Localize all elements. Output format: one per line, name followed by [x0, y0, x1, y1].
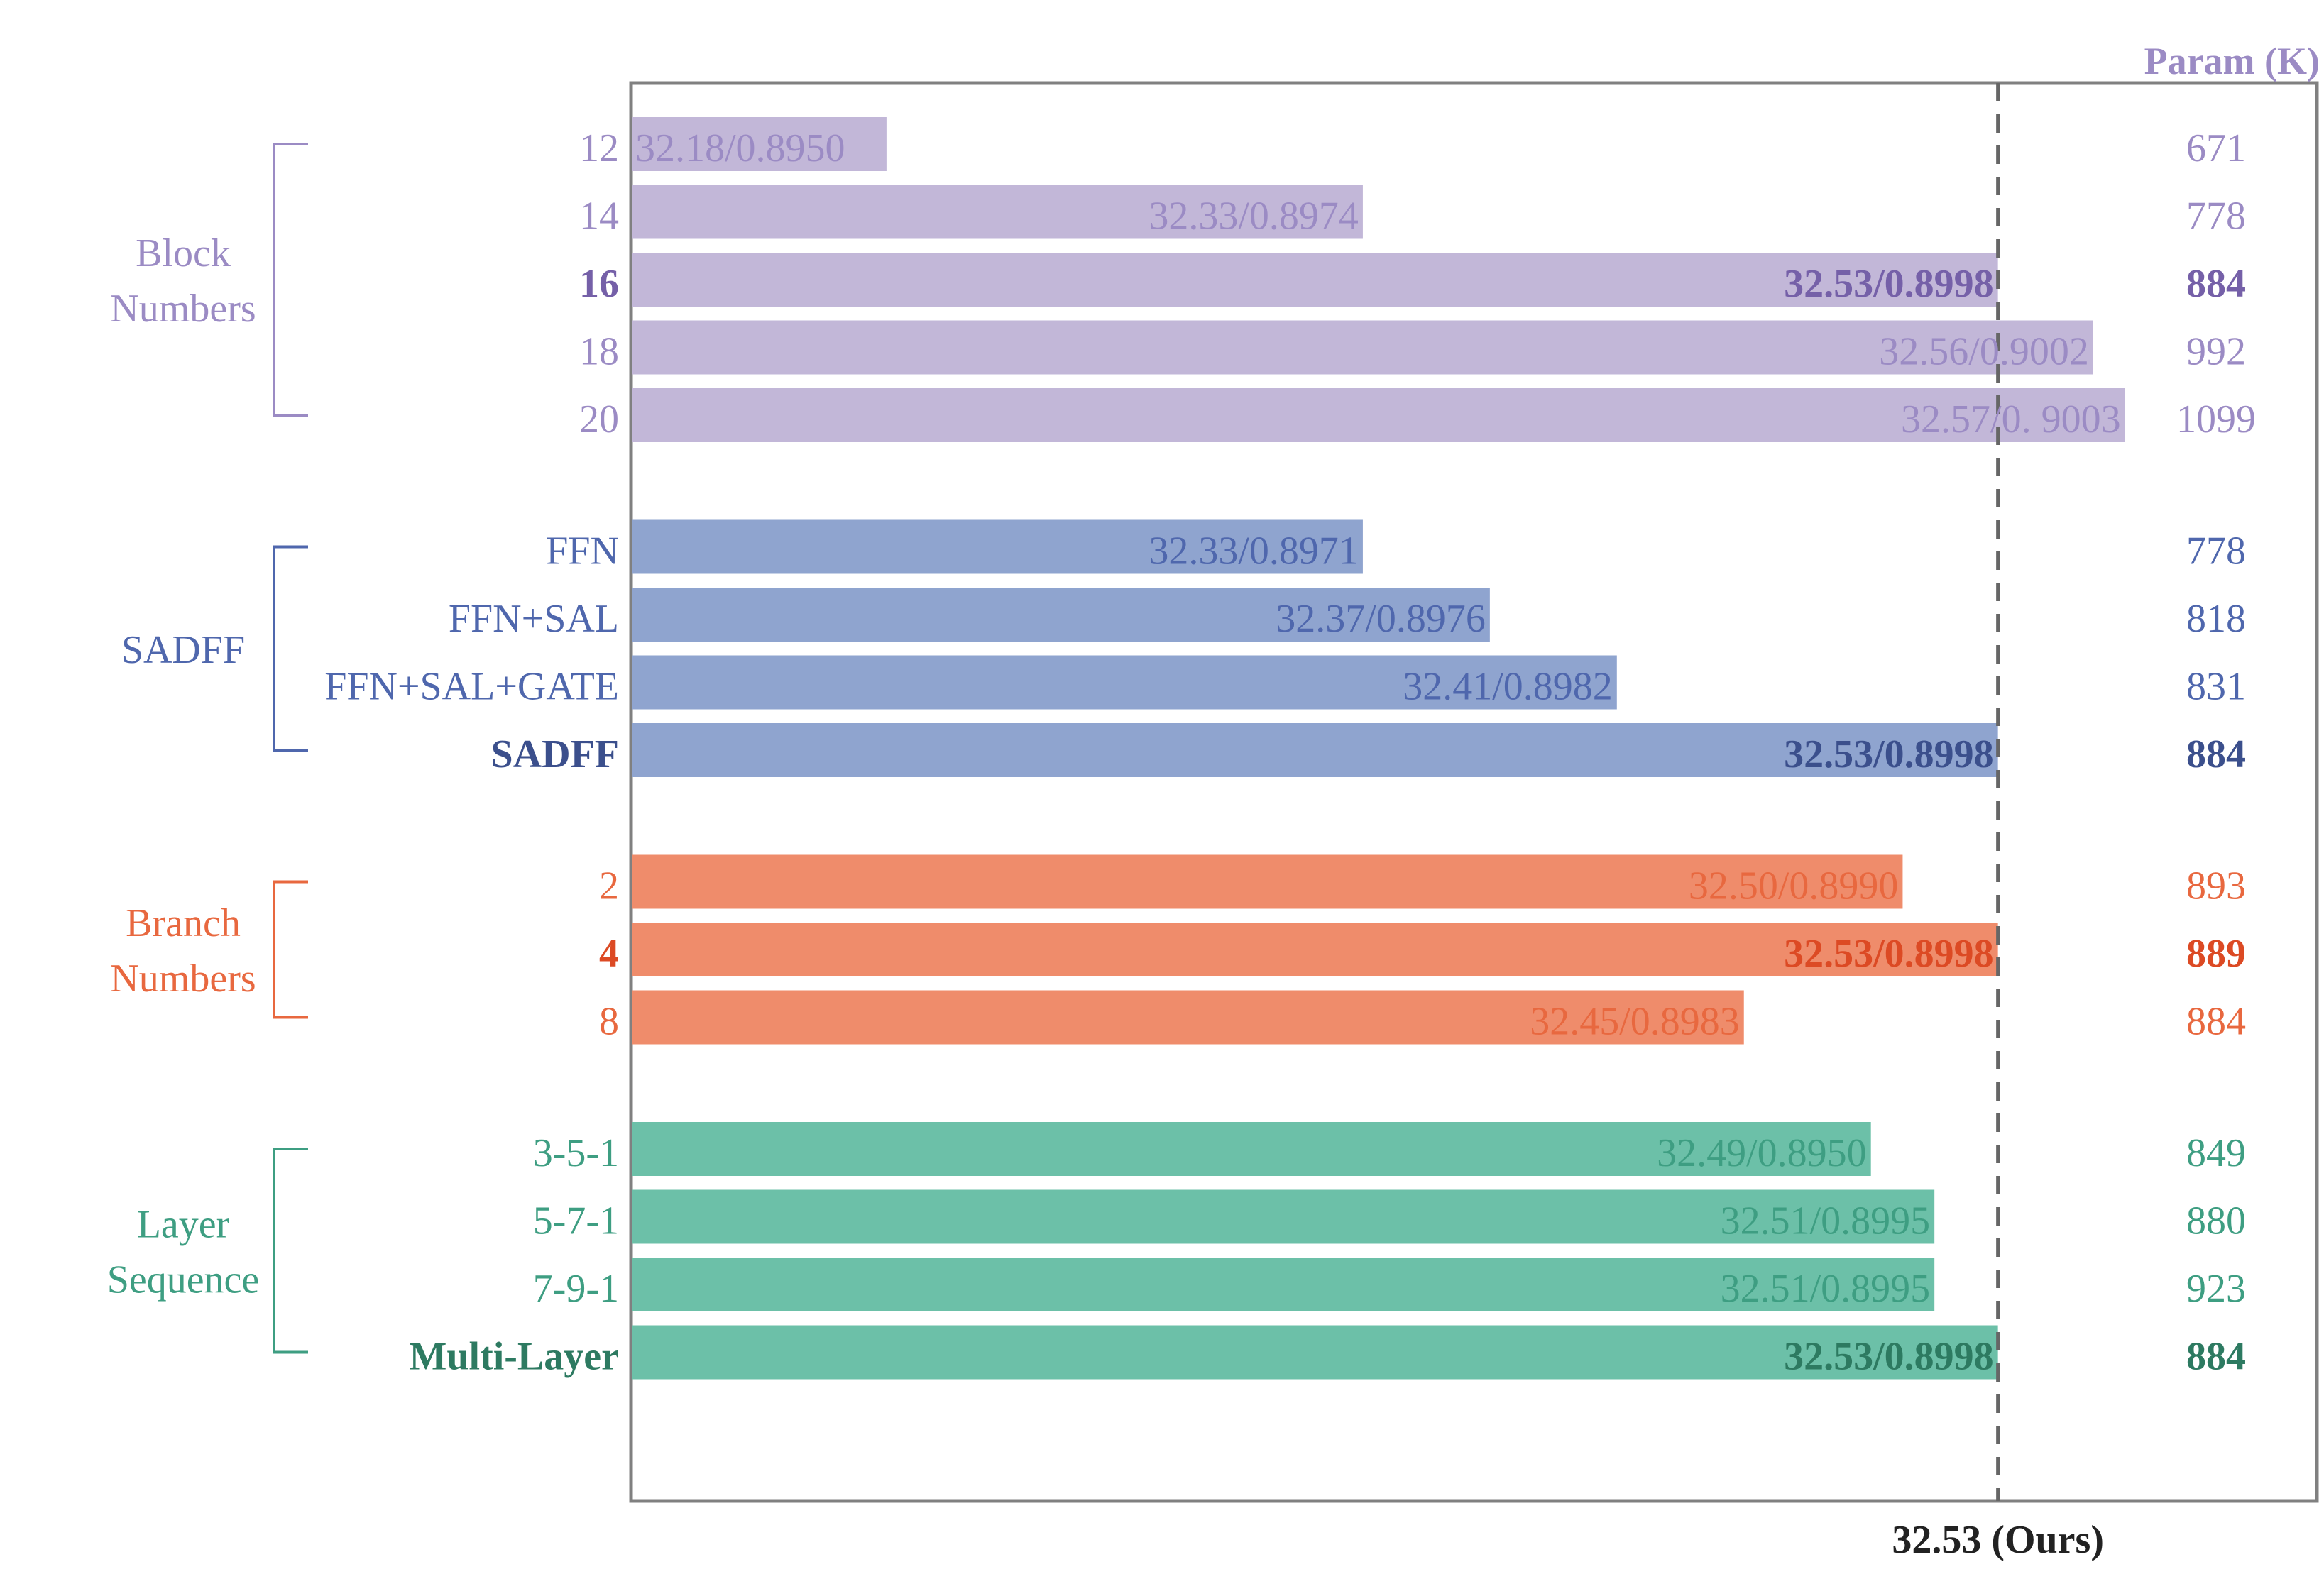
param-value: 818: [2186, 597, 2246, 641]
group-label: Numbers: [110, 287, 256, 331]
bar-value-label: 32.57/0. 9003: [1901, 397, 2121, 441]
row-label: 8: [599, 1000, 619, 1044]
bar-value-label: 32.37/0.8976: [1276, 597, 1486, 641]
row-label: FFN: [546, 529, 619, 573]
row-label: 12: [579, 126, 619, 170]
row-label: 4: [599, 932, 619, 976]
param-value: 778: [2186, 194, 2246, 238]
param-value: 778: [2186, 529, 2246, 573]
bar-value-label: 32.51/0.8995: [1721, 1267, 1931, 1311]
param-value: 923: [2186, 1267, 2246, 1311]
bar: [632, 1325, 1998, 1380]
row-label: FFN+SAL: [449, 597, 619, 641]
group-bracket: [273, 1148, 308, 1354]
param-value: 893: [2186, 864, 2246, 908]
bar: [632, 320, 2093, 375]
row-label: 5-7-1: [533, 1199, 619, 1243]
group-label: SADFF: [121, 628, 245, 672]
group-label: Branch: [126, 901, 241, 945]
bar-value-label: 32.53/0.8998: [1784, 732, 1994, 776]
bar-value-label: 32.45/0.8983: [1530, 1000, 1740, 1044]
bar: [632, 854, 1903, 909]
bar-value-label: 32.33/0.8974: [1149, 194, 1359, 238]
bar-value-label: 32.56/0.9002: [1879, 330, 2089, 374]
group-label: Sequence: [107, 1258, 260, 1302]
group-bracket: [273, 143, 308, 417]
bar: [632, 185, 1363, 239]
bar: [632, 655, 1617, 710]
group-label: Block: [136, 231, 231, 275]
bar: [632, 117, 887, 171]
row-label: Multi-Layer: [410, 1335, 619, 1379]
bar: [632, 253, 1998, 307]
bar-value-label: 32.41/0.8982: [1403, 665, 1613, 709]
row-label: 20: [579, 397, 619, 441]
row-label: 3-5-1: [533, 1131, 619, 1175]
bar: [632, 1189, 1935, 1244]
text-layer: 32.18/0.8950 12 671 32.33/0.8974 14 778 32.53/…: [107, 126, 2256, 1379]
bar: [632, 990, 1744, 1045]
param-value: 1099: [2176, 397, 2256, 441]
bar-value-label: 32.53/0.8998: [1784, 932, 1994, 976]
bar-value-label: 32.33/0.8971: [1149, 529, 1359, 573]
bar-value-label: 32.51/0.8995: [1721, 1199, 1931, 1243]
bar: [632, 388, 2125, 442]
bar-value-label: 32.18/0.8950: [635, 126, 845, 170]
param-value: 884: [2186, 1000, 2246, 1044]
reference-label: 32.53 (Ours): [1892, 1518, 2104, 1562]
row-label: 14: [579, 194, 619, 238]
group-label: Layer: [137, 1202, 230, 1246]
bar: [632, 1258, 1935, 1311]
param-value: 831: [2186, 665, 2246, 709]
param-value: 671: [2186, 126, 2246, 170]
group-label: Numbers: [110, 957, 256, 1001]
row-label: 18: [579, 330, 619, 374]
bar: [632, 519, 1363, 574]
bar: [632, 1122, 1871, 1176]
row-label: 7-9-1: [533, 1267, 619, 1311]
param-value: 884: [2186, 262, 2246, 306]
group-bracket: [273, 545, 308, 752]
param-value: 849: [2186, 1131, 2246, 1175]
bar-value-label: 32.49/0.8950: [1657, 1131, 1867, 1175]
bar-value-label: 32.53/0.8998: [1784, 1335, 1994, 1379]
row-label: 16: [579, 262, 619, 306]
param-value: 884: [2186, 732, 2246, 776]
bar: [632, 723, 1998, 777]
bar-value-label: 32.53/0.8998: [1784, 262, 1994, 306]
bar: [632, 923, 1998, 976]
row-label: 2: [599, 864, 619, 908]
param-value: 889: [2186, 932, 2246, 976]
bar: [632, 588, 1490, 642]
param-value: 884: [2186, 1335, 2246, 1379]
plot-frame: [629, 81, 2319, 1503]
bar-value-label: 32.50/0.8990: [1689, 864, 1899, 908]
bars-layer: [632, 117, 2125, 1380]
row-label: FFN+SAL+GATE: [324, 665, 619, 709]
param-value: 880: [2186, 1199, 2246, 1243]
param-header: Param (K): [2144, 40, 2320, 82]
row-label: SADFF: [491, 732, 619, 776]
group-bracket: [273, 880, 308, 1019]
param-value: 992: [2186, 330, 2246, 374]
